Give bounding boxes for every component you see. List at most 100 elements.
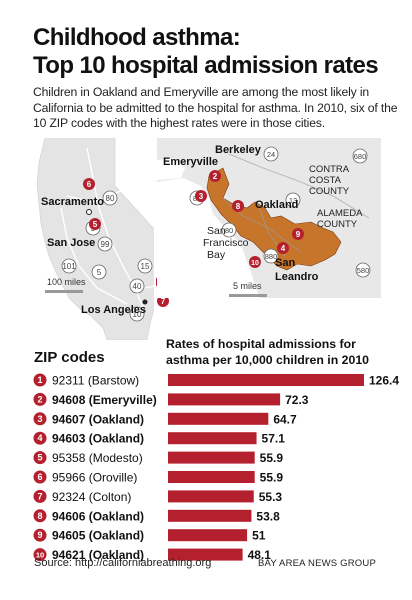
rates-header-line-2: asthma per 10,000 children in 2010: [166, 352, 370, 367]
bay-highway-label: 880: [265, 252, 278, 261]
highlight-zip-areas: [206, 167, 342, 271]
bay-highway-shields: 80 24 680 13 80 880 580: [189, 146, 371, 278]
alameda-label-1: ALAMEDA: [317, 208, 363, 219]
value-label: 51: [252, 529, 266, 543]
bay-water-north: [157, 158, 185, 180]
highway-label: 15: [141, 262, 150, 271]
rank-marker-label: 10: [251, 260, 259, 267]
rank-number: 9: [37, 530, 42, 540]
rank-circle: [33, 451, 47, 465]
bay-label-3: Bay: [207, 249, 226, 261]
shield-icon: [352, 148, 368, 164]
shield-icon: [102, 190, 118, 206]
zip-label: 94606 (Oakland): [52, 509, 144, 523]
rank-number: 1: [37, 375, 42, 385]
highway-label: 40: [133, 282, 142, 291]
rank-marker-3: [195, 190, 207, 202]
bay-highway-label: 13: [289, 196, 297, 205]
emeryville-label: Emeryville: [163, 156, 218, 168]
rank-marker-label: 8: [236, 202, 241, 211]
rank-number: 10: [36, 551, 44, 560]
bar: [168, 548, 243, 561]
highway-label: 5: [97, 268, 102, 277]
bar: [168, 529, 248, 542]
rank-circle: [33, 489, 47, 503]
highway-label: 80: [106, 194, 115, 203]
los-angeles-dot: [142, 299, 148, 305]
rank-marker-8: [232, 200, 244, 212]
bay-area-map: 80 24 680 13 80 880 580 Emeryville Berke…: [157, 138, 381, 298]
state-scale-label: 100 miles: [47, 277, 86, 287]
map-area: 80 5 99 101 5 15 40 10 Sacramento San Jo…: [33, 138, 381, 340]
rank-marker-9: [292, 228, 304, 240]
rank-marker-5: [89, 218, 101, 230]
rank-marker-2: [209, 170, 221, 182]
rank-marker-label: 3: [199, 192, 204, 201]
credit-line: BAY AREA NEWS GROUP: [257, 558, 376, 569]
shield-icon: [221, 222, 237, 238]
shield-icon: [355, 262, 371, 278]
bay-rank-markers: 2 3 8 9 4 10: [195, 170, 304, 268]
contra-costa-label-2: COSTA: [309, 175, 342, 186]
rank-circle: [33, 431, 47, 445]
zip-label: 95966 (Oroville): [52, 471, 137, 485]
value-label: 55.9: [260, 471, 284, 485]
shield-icon: [129, 306, 145, 322]
alameda-label-2: COUNTY: [317, 219, 358, 230]
value-label: 64.7: [273, 412, 297, 426]
zip-label: 94607 (Oakland): [52, 412, 144, 426]
highway-label: 99: [101, 240, 110, 249]
rank-circle: [33, 548, 47, 562]
shield-icon: [91, 264, 107, 280]
bar: [168, 471, 255, 483]
rank-marker-label: 9: [296, 230, 301, 239]
shield-icon: [129, 278, 145, 294]
state-highway-101: [60, 207, 128, 305]
san-leandro-label-2: Leandro: [275, 271, 319, 283]
bay-label-2: Francisco: [203, 237, 249, 249]
maps-svg: 80 5 99 101 5 15 40 10 Sacramento San Jo…: [33, 138, 381, 340]
value-label: 53.8: [256, 509, 280, 523]
rank-marker-4: [277, 242, 289, 254]
value-label: 57.1: [262, 432, 286, 446]
bay-label-1: San: [207, 225, 226, 237]
rank-number: 2: [37, 394, 42, 404]
value-label: 55.9: [260, 451, 284, 465]
rank-marker-label: 7: [161, 297, 166, 306]
bay-highway-label: 580: [357, 266, 370, 275]
shield-icon: [263, 146, 279, 162]
bay-highway-label: 24: [267, 150, 275, 159]
bay-water: [157, 178, 259, 298]
contra-costa-label-3: COUNTY: [309, 186, 350, 197]
source-note: Source: http://californiabreathing.org: [34, 557, 212, 569]
rank-marker-label: 4: [281, 244, 286, 253]
rank-marker-6: [83, 178, 95, 190]
bar: [168, 412, 269, 425]
value-label: 126.4: [369, 374, 399, 388]
zip-label: 94621 (Oakland): [52, 548, 144, 562]
intro-text: Children in Oakland and Emeryville are a…: [33, 85, 398, 130]
state-scale-bar: [45, 290, 83, 293]
rank-circle: [33, 528, 47, 542]
rates-header-line-1: Rates of hospital admissions for: [166, 337, 356, 351]
value-label: 72.3: [285, 393, 309, 407]
san-leandro-label-1: San: [275, 257, 295, 269]
zip-label: 94608 (Emeryville): [52, 393, 157, 407]
bar: [168, 490, 254, 503]
state-highway-40: [144, 285, 156, 289]
rank-circle: [33, 373, 47, 387]
rank-circle: [33, 509, 47, 523]
sacramento-label: Sacramento: [41, 196, 104, 208]
title-line-2: Top 10 hospital admission rates: [33, 52, 379, 79]
shield-icon: [285, 192, 301, 208]
rank-circle: [33, 392, 47, 406]
county-line: [228, 153, 370, 219]
rank-number: 4: [37, 433, 42, 443]
bar: [168, 374, 364, 386]
sacramento-dot: [86, 209, 92, 215]
zip-label: 94605 (Oakland): [52, 529, 144, 543]
bar: [168, 432, 257, 445]
rank-circle: [33, 412, 47, 426]
value-label: 55.3: [259, 490, 283, 504]
